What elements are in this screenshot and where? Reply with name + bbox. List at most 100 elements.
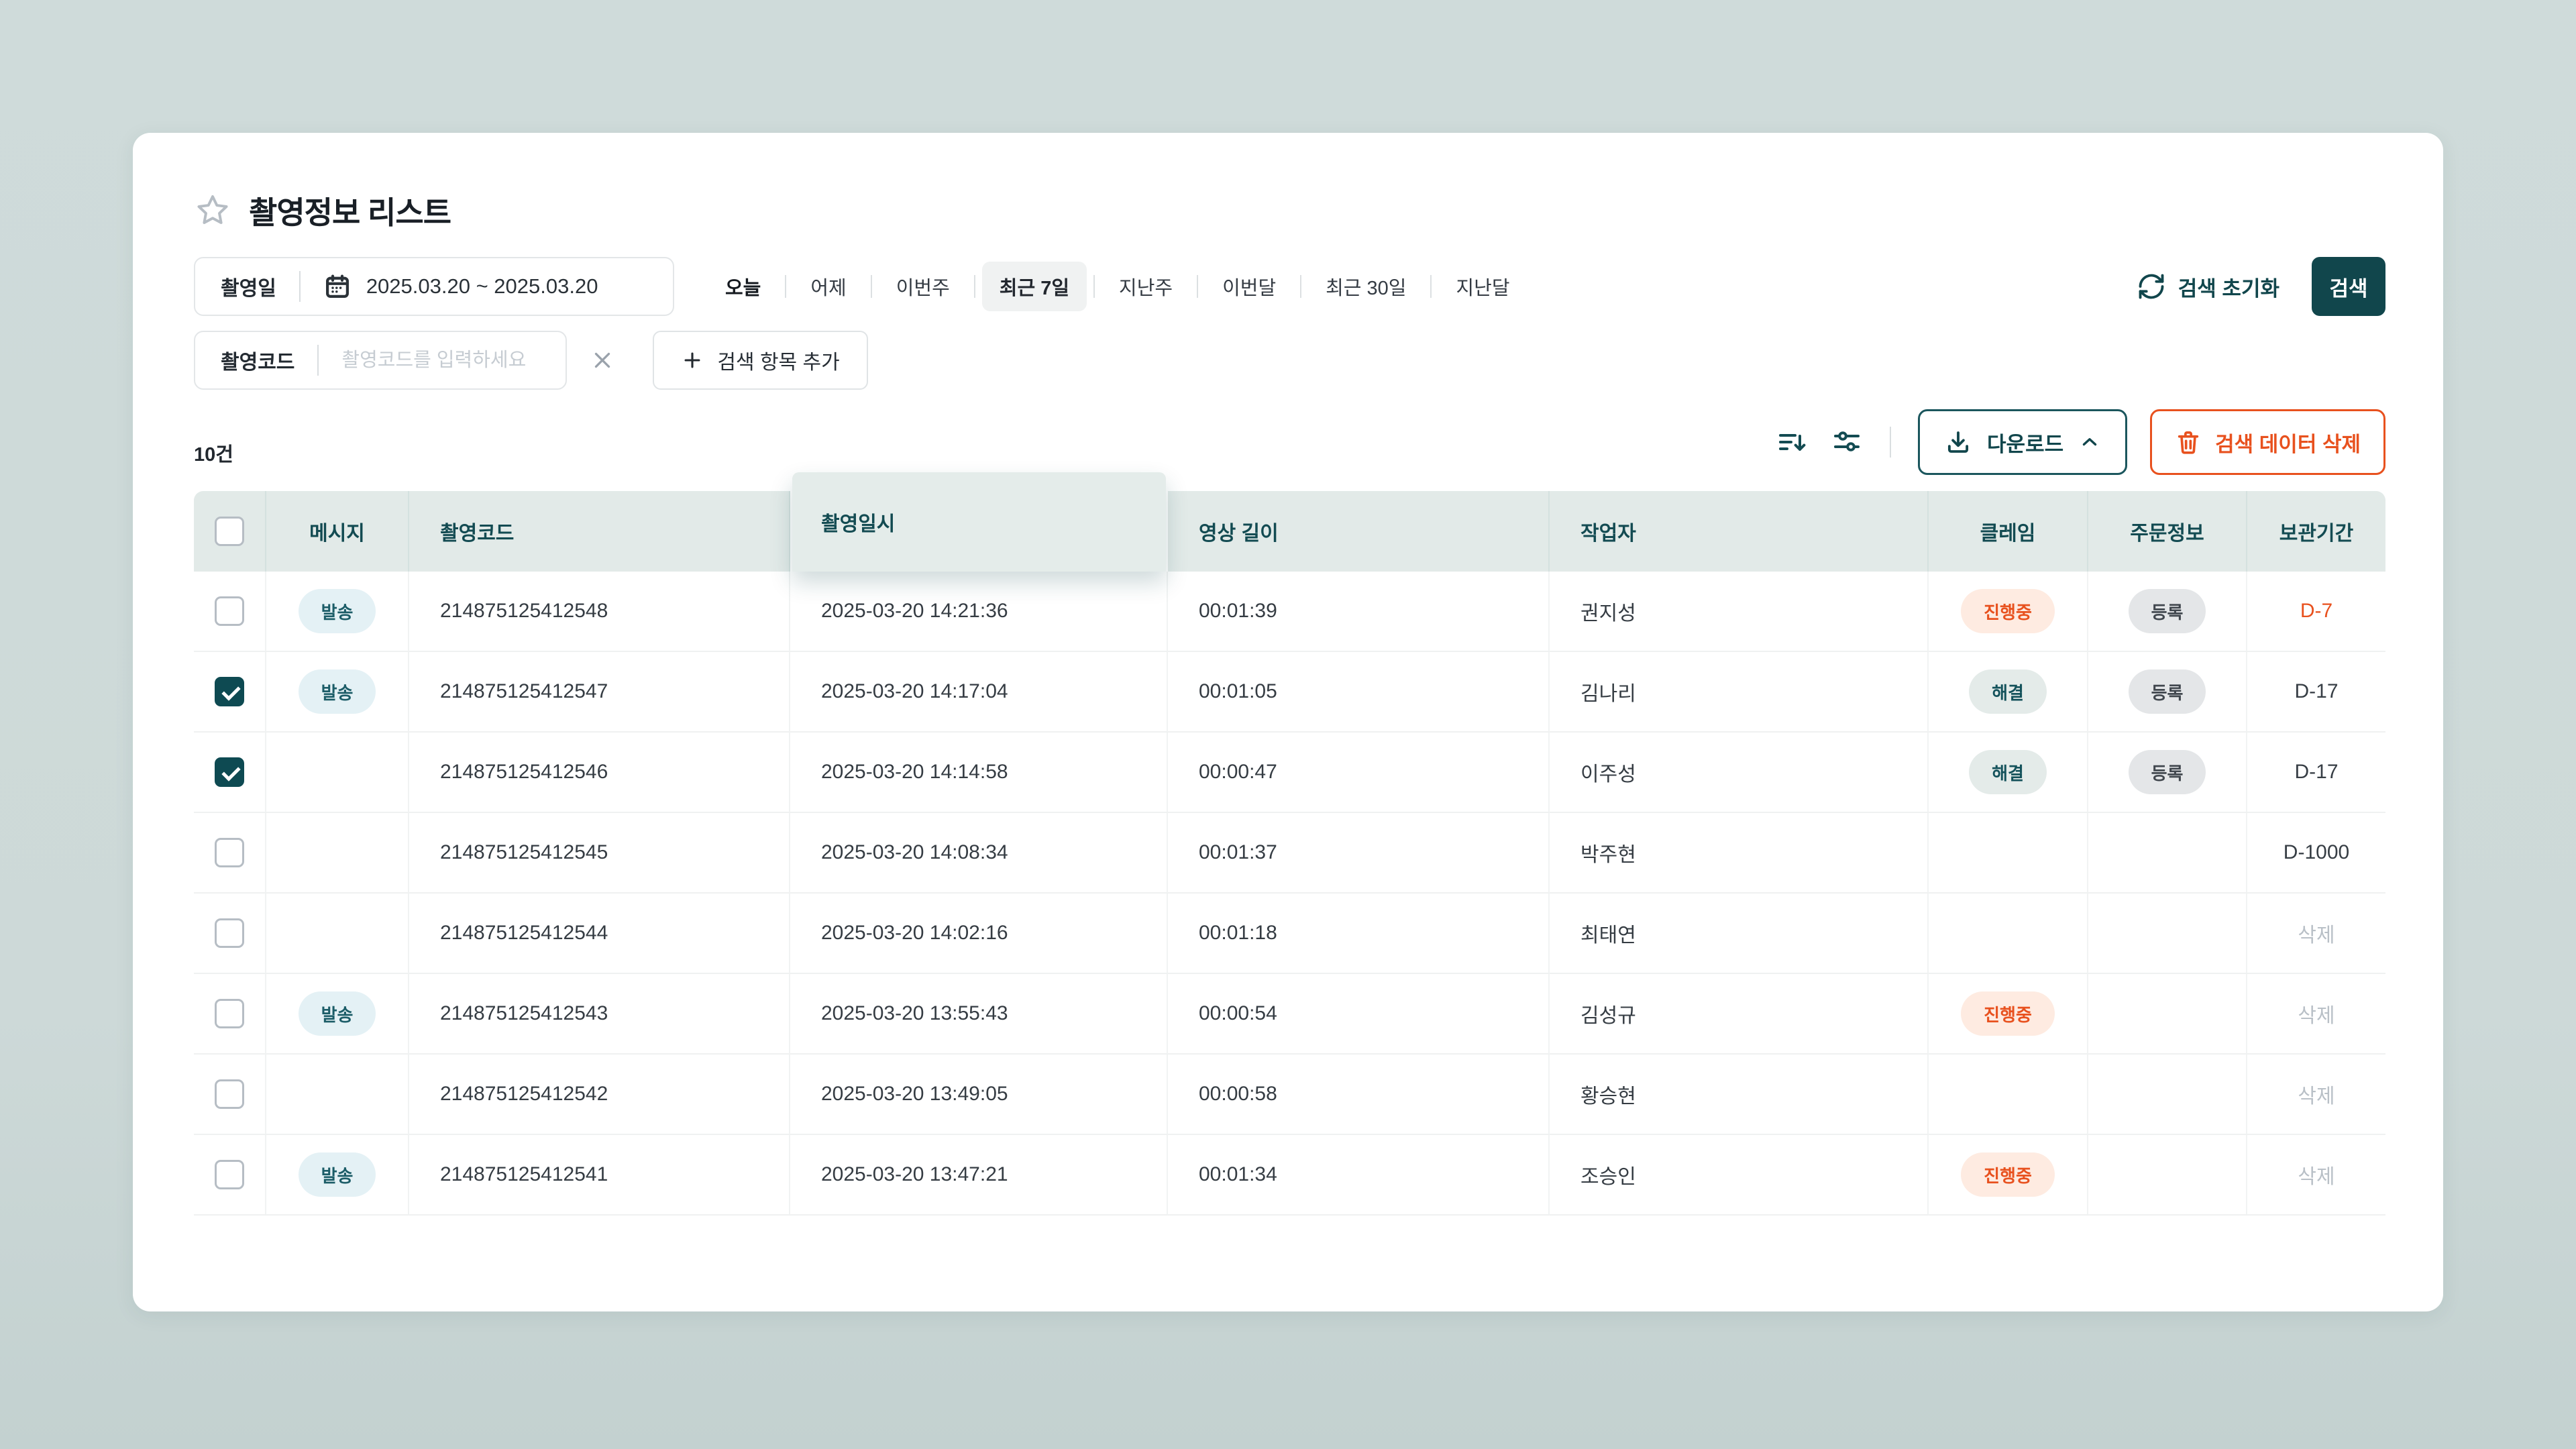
toolbar-actions: 다운로드 검색 데이터 삭제 (1776, 409, 2385, 475)
quick-range-item[interactable]: 오늘 (725, 278, 761, 299)
col-header-code[interactable]: 촬영코드 (409, 491, 790, 572)
duration-value: 00:01:34 (1199, 1163, 1277, 1185)
content-card: 촬영정보 리스트 촬영일 2025.03.20 ~ 2025.03.20 오늘 어… (133, 133, 2443, 1311)
code-field-label: 촬영코드 (221, 352, 295, 374)
order-cell: 등록 (2088, 572, 2247, 652)
retention-value: D-17 (2294, 761, 2339, 783)
duration-cell: 00:01:37 (1168, 813, 1550, 894)
message-badge: 발송 (298, 589, 376, 633)
col-header-worker[interactable]: 작업자 (1550, 491, 1929, 572)
shot-at-value: 2025-03-20 13:55:43 (821, 1002, 1008, 1024)
shot-at-cell: 2025-03-20 13:47:21 (790, 1135, 1168, 1216)
column-filter-button[interactable] (1831, 426, 1863, 458)
retention-cell: 삭제 (2247, 1135, 2385, 1216)
quick-range-item[interactable]: 지난주 (1119, 278, 1173, 299)
duration-value: 00:00:47 (1199, 761, 1277, 783)
col-header-shot-at-raised[interactable]: 촬영일시 (792, 472, 1166, 572)
checkbox-cell (194, 652, 266, 733)
quick-range-item[interactable]: 이번주 (896, 278, 950, 299)
table-header: 메시지 촬영코드 촬영일시 영상 길이 작업자 클레임 주문정보 보관기간 (194, 472, 2385, 572)
delete-search-data-button[interactable]: 검색 데이터 삭제 (2150, 409, 2385, 475)
quick-range-item[interactable]: 지난달 (1456, 278, 1510, 299)
retention-cell: D-17 (2247, 652, 2385, 733)
shooting-info-table: 메시지 촬영코드 촬영일시 영상 길이 작업자 클레임 주문정보 보관기간 발송… (194, 472, 2385, 1216)
col-header-message[interactable]: 메시지 (266, 491, 409, 572)
star-icon[interactable] (194, 192, 231, 229)
checkbox-cell (194, 733, 266, 813)
retention-value: 삭제 (2298, 1005, 2335, 1027)
code-filter-field: 촬영코드 (194, 331, 568, 390)
worker-cell: 황승현 (1550, 1055, 1929, 1135)
col-header-shot-at[interactable]: 촬영일시 (790, 472, 1168, 572)
select-all-checkbox[interactable] (215, 517, 244, 546)
claim-cell: 해결 (1929, 733, 2088, 813)
code-input[interactable] (341, 349, 550, 372)
claim-cell (1929, 894, 2088, 974)
quick-range-selected[interactable]: 최근 7일 (981, 262, 1087, 311)
retention-cell: D-7 (2247, 572, 2385, 652)
page-title: 촬영정보 리스트 (249, 195, 451, 230)
claim-cell (1929, 813, 2088, 894)
row-checkbox[interactable] (215, 757, 244, 787)
quick-range-item[interactable]: 어제 (810, 278, 847, 299)
message-cell (266, 813, 409, 894)
retention-cell: 삭제 (2247, 1055, 2385, 1135)
worker-value: 조승인 (1580, 1166, 1636, 1188)
quick-range-separator (1430, 275, 1432, 298)
order-cell (2088, 813, 2247, 894)
quick-range-item[interactable]: 최근 30일 (1326, 278, 1407, 299)
row-checkbox[interactable] (215, 999, 244, 1028)
checkbox-cell (194, 1055, 266, 1135)
claim-badge: 해결 (1969, 750, 2047, 794)
message-badge: 발송 (298, 1152, 376, 1197)
order-cell (2088, 1055, 2247, 1135)
code-value: 214875125412548 (440, 600, 608, 622)
checkbox-cell (194, 1135, 266, 1216)
retention-value: D-7 (2300, 600, 2333, 622)
code-cell: 214875125412546 (409, 733, 790, 813)
download-button[interactable]: 다운로드 (1918, 409, 2128, 475)
code-cell: 214875125412547 (409, 652, 790, 733)
retention-value: 삭제 (2298, 1166, 2335, 1188)
search-button[interactable]: 검색 (2312, 257, 2385, 316)
col-header-order[interactable]: 주문정보 (2088, 491, 2247, 572)
claim-cell: 진행중 (1929, 1135, 2088, 1216)
col-header-duration[interactable]: 영상 길이 (1168, 491, 1550, 572)
row-checkbox[interactable] (215, 596, 244, 626)
col-header-claim[interactable]: 클레임 (1929, 491, 2088, 572)
shot-at-cell: 2025-03-20 14:17:04 (790, 652, 1168, 733)
date-field-label: 촬영일 (221, 278, 276, 300)
date-filter-row: 촬영일 2025.03.20 ~ 2025.03.20 오늘 어제 이번주 최근 7일… (194, 256, 2385, 317)
retention-cell: D-1000 (2247, 813, 2385, 894)
row-checkbox[interactable] (215, 1160, 244, 1189)
checkbox-cell (194, 572, 266, 652)
quick-range-separator (1093, 275, 1095, 298)
sort-button[interactable] (1776, 426, 1808, 458)
row-checkbox[interactable] (215, 677, 244, 706)
shot-at-value: 2025-03-20 14:08:34 (821, 841, 1008, 863)
claim-cell: 진행중 (1929, 974, 2088, 1055)
row-checkbox[interactable] (215, 838, 244, 867)
add-search-filter-button[interactable]: 검색 항목 추가 (653, 331, 868, 390)
table-row: 발송 214875125412547 2025-03-20 14:17:04 0… (194, 652, 2385, 733)
retention-cell: 삭제 (2247, 974, 2385, 1055)
remove-filter-button[interactable] (590, 347, 615, 373)
row-checkbox[interactable] (215, 1079, 244, 1109)
col-header-retention[interactable]: 보관기간 (2247, 491, 2385, 572)
shot-at-value: 2025-03-20 13:49:05 (821, 1083, 1008, 1105)
retention-cell: D-17 (2247, 733, 2385, 813)
code-value: 214875125412543 (440, 1002, 608, 1024)
claim-cell: 해결 (1929, 652, 2088, 733)
date-range-field[interactable]: 촬영일 2025.03.20 ~ 2025.03.20 (194, 257, 674, 316)
shot-at-value: 2025-03-20 14:02:16 (821, 922, 1008, 944)
chevron-up-icon (2078, 431, 2101, 453)
table-row: 214875125412545 2025-03-20 14:08:34 00:0… (194, 813, 2385, 894)
row-checkbox[interactable] (215, 918, 244, 948)
order-cell: 등록 (2088, 652, 2247, 733)
reset-search-button[interactable]: 검색 초기화 (2137, 272, 2279, 302)
quick-ranges: 오늘 어제 이번주 최근 7일 지난주 이번달 최근 30일 지난달 (708, 262, 1527, 311)
quick-range-item[interactable]: 이번달 (1222, 278, 1277, 299)
code-filter-row: 촬영코드 검색 항목 추가 (194, 330, 2385, 390)
code-value: 214875125412545 (440, 841, 608, 863)
code-cell: 214875125412543 (409, 974, 790, 1055)
